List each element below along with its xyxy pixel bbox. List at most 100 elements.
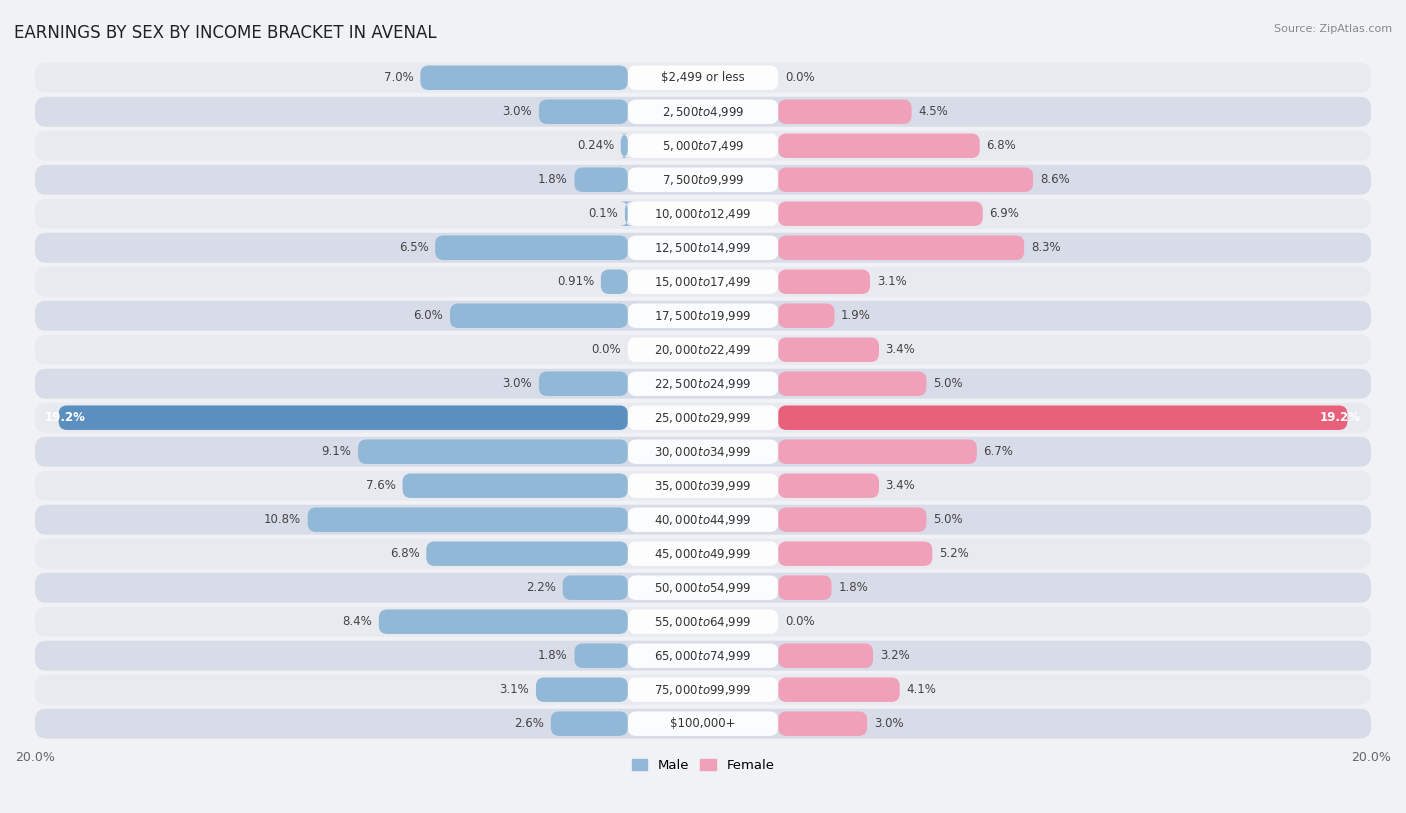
Text: 3.4%: 3.4% [886, 479, 915, 492]
Text: 1.8%: 1.8% [838, 581, 868, 594]
Text: 4.1%: 4.1% [907, 683, 936, 696]
Text: $40,000 to $44,999: $40,000 to $44,999 [654, 513, 752, 527]
Text: 6.8%: 6.8% [389, 547, 419, 560]
FancyBboxPatch shape [628, 202, 778, 226]
FancyBboxPatch shape [778, 337, 879, 362]
FancyBboxPatch shape [778, 372, 927, 396]
Text: 2.2%: 2.2% [526, 581, 555, 594]
Text: $12,500 to $14,999: $12,500 to $14,999 [654, 241, 752, 254]
Text: 4.5%: 4.5% [918, 105, 948, 118]
FancyBboxPatch shape [628, 473, 778, 498]
FancyBboxPatch shape [35, 97, 1371, 127]
Text: Source: ZipAtlas.com: Source: ZipAtlas.com [1274, 24, 1392, 34]
Text: 6.5%: 6.5% [399, 241, 429, 254]
Text: $2,499 or less: $2,499 or less [661, 72, 745, 85]
FancyBboxPatch shape [628, 440, 778, 464]
FancyBboxPatch shape [628, 677, 778, 702]
FancyBboxPatch shape [35, 165, 1371, 194]
FancyBboxPatch shape [35, 335, 1371, 365]
FancyBboxPatch shape [35, 267, 1371, 297]
FancyBboxPatch shape [628, 269, 778, 294]
Text: 0.24%: 0.24% [576, 139, 614, 152]
Text: $35,000 to $39,999: $35,000 to $39,999 [654, 479, 752, 493]
FancyBboxPatch shape [35, 131, 1371, 161]
FancyBboxPatch shape [426, 541, 628, 566]
FancyBboxPatch shape [778, 507, 927, 532]
FancyBboxPatch shape [628, 576, 778, 600]
FancyBboxPatch shape [575, 167, 628, 192]
FancyBboxPatch shape [778, 167, 1033, 192]
Text: 10.8%: 10.8% [264, 513, 301, 526]
FancyBboxPatch shape [538, 99, 628, 124]
Text: $5,000 to $7,499: $5,000 to $7,499 [662, 139, 744, 153]
Text: $50,000 to $54,999: $50,000 to $54,999 [654, 580, 752, 594]
FancyBboxPatch shape [35, 301, 1371, 331]
FancyBboxPatch shape [59, 406, 628, 430]
FancyBboxPatch shape [628, 406, 778, 430]
Text: 3.0%: 3.0% [873, 717, 904, 730]
Text: $25,000 to $29,999: $25,000 to $29,999 [654, 411, 752, 424]
FancyBboxPatch shape [378, 610, 628, 634]
FancyBboxPatch shape [538, 372, 628, 396]
FancyBboxPatch shape [35, 505, 1371, 535]
Text: $55,000 to $64,999: $55,000 to $64,999 [654, 615, 752, 628]
FancyBboxPatch shape [35, 709, 1371, 739]
FancyBboxPatch shape [778, 643, 873, 668]
Text: 0.0%: 0.0% [592, 343, 621, 356]
Text: 5.0%: 5.0% [934, 513, 963, 526]
FancyBboxPatch shape [434, 236, 628, 260]
FancyBboxPatch shape [628, 236, 778, 260]
FancyBboxPatch shape [628, 303, 778, 328]
Text: $45,000 to $49,999: $45,000 to $49,999 [654, 546, 752, 561]
FancyBboxPatch shape [778, 303, 835, 328]
Text: 3.4%: 3.4% [886, 343, 915, 356]
Text: 3.1%: 3.1% [877, 276, 907, 289]
FancyBboxPatch shape [778, 202, 983, 226]
Text: $10,000 to $12,499: $10,000 to $12,499 [654, 207, 752, 221]
FancyBboxPatch shape [402, 473, 628, 498]
FancyBboxPatch shape [628, 133, 778, 158]
FancyBboxPatch shape [628, 372, 778, 396]
FancyBboxPatch shape [35, 402, 1371, 433]
FancyBboxPatch shape [35, 437, 1371, 467]
Text: $2,500 to $4,999: $2,500 to $4,999 [662, 105, 744, 119]
Text: 0.91%: 0.91% [557, 276, 595, 289]
FancyBboxPatch shape [778, 677, 900, 702]
FancyBboxPatch shape [536, 677, 628, 702]
FancyBboxPatch shape [778, 541, 932, 566]
Text: 6.7%: 6.7% [983, 446, 1014, 459]
FancyBboxPatch shape [628, 541, 778, 566]
FancyBboxPatch shape [778, 236, 1024, 260]
Text: 19.2%: 19.2% [45, 411, 86, 424]
FancyBboxPatch shape [450, 303, 628, 328]
FancyBboxPatch shape [628, 66, 778, 90]
FancyBboxPatch shape [420, 66, 628, 90]
Text: 0.0%: 0.0% [785, 615, 814, 628]
FancyBboxPatch shape [778, 99, 911, 124]
FancyBboxPatch shape [35, 63, 1371, 93]
FancyBboxPatch shape [35, 675, 1371, 705]
FancyBboxPatch shape [575, 643, 628, 668]
FancyBboxPatch shape [628, 610, 778, 634]
FancyBboxPatch shape [628, 99, 778, 124]
FancyBboxPatch shape [35, 369, 1371, 398]
Text: 1.8%: 1.8% [538, 650, 568, 662]
FancyBboxPatch shape [35, 471, 1371, 501]
FancyBboxPatch shape [628, 167, 778, 192]
FancyBboxPatch shape [35, 606, 1371, 637]
Text: 6.8%: 6.8% [987, 139, 1017, 152]
Text: $17,500 to $19,999: $17,500 to $19,999 [654, 309, 752, 323]
FancyBboxPatch shape [628, 337, 778, 362]
Text: 8.6%: 8.6% [1040, 173, 1070, 186]
Text: 5.2%: 5.2% [939, 547, 969, 560]
FancyBboxPatch shape [778, 133, 980, 158]
Text: $22,500 to $24,999: $22,500 to $24,999 [654, 376, 752, 391]
FancyBboxPatch shape [628, 507, 778, 532]
Text: 9.1%: 9.1% [322, 446, 352, 459]
Text: 0.1%: 0.1% [589, 207, 619, 220]
Text: 1.9%: 1.9% [841, 309, 872, 322]
Text: 8.4%: 8.4% [343, 615, 373, 628]
Text: 5.0%: 5.0% [934, 377, 963, 390]
Text: EARNINGS BY SEX BY INCOME BRACKET IN AVENAL: EARNINGS BY SEX BY INCOME BRACKET IN AVE… [14, 24, 437, 42]
FancyBboxPatch shape [551, 711, 628, 736]
